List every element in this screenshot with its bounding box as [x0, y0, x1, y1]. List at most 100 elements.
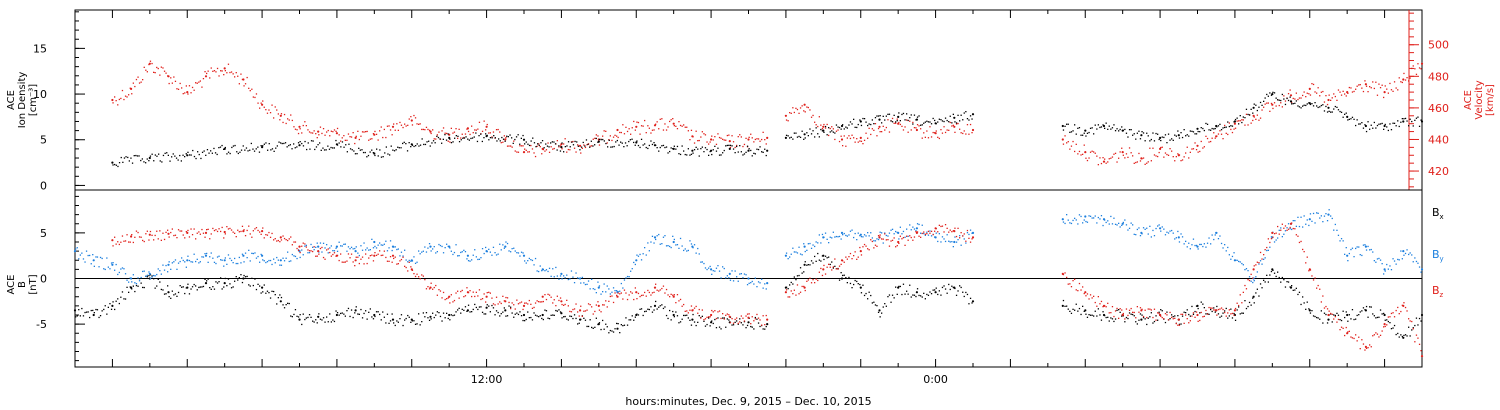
density-dot: [959, 120, 961, 122]
field-Bx-dot: [414, 323, 417, 325]
field-Bx-dot: [282, 304, 284, 306]
density-dot: [143, 161, 145, 163]
field-Bx-dot: [572, 317, 574, 320]
field-By-point: [522, 254, 526, 257]
field-Bz-dot: [619, 293, 621, 295]
field-Bz-dot: [450, 294, 452, 296]
field-Bx-dot: [1294, 289, 1296, 291]
velocity-dot: [279, 119, 281, 121]
field-By-dot: [712, 270, 714, 272]
field-Bz-dot: [404, 265, 406, 267]
field-Bz-dot: [474, 295, 476, 298]
field-Bx-dot: [1111, 318, 1114, 320]
density-dot: [715, 150, 718, 152]
field-Bz-dot: [262, 227, 264, 229]
field-Bx-point: [111, 304, 114, 307]
density-dot: [413, 145, 415, 148]
field-Bx-dot: [335, 310, 337, 312]
density-dot: [857, 123, 859, 126]
density-dot: [720, 154, 722, 156]
density-dot: [454, 137, 456, 139]
velocity-dot: [895, 122, 897, 124]
velocity-dot: [365, 131, 367, 133]
field-Bx-dot: [1395, 333, 1397, 336]
velocity-dot: [1409, 77, 1411, 79]
field-By-dot: [124, 273, 127, 275]
velocity-dot: [525, 149, 527, 151]
density-dot: [349, 148, 352, 150]
velocity-dot: [1344, 93, 1346, 95]
density-dot: [156, 155, 158, 157]
field-Bx-dot: [274, 294, 276, 296]
field-Bx-dot: [895, 286, 897, 288]
field-Bz-dot: [1364, 349, 1366, 351]
field-Bz-dot: [393, 257, 395, 260]
field-Bz-point: [391, 254, 395, 257]
field-By-dot: [720, 277, 722, 279]
field-Bx-point: [504, 309, 507, 312]
field-Bz-dot: [1072, 280, 1074, 282]
field-Bz-dot: [1224, 311, 1226, 314]
field-Bz-dot: [379, 250, 381, 252]
density-dot: [214, 152, 217, 154]
field-Bz-dot: [531, 307, 534, 309]
field-Bz-dot: [820, 267, 822, 270]
density-dot: [564, 146, 566, 148]
density-dot: [658, 150, 660, 152]
density-dot: [1344, 113, 1346, 115]
field-Bz-dot: [1256, 261, 1258, 263]
field-Bx-dot: [1317, 317, 1319, 319]
field-Bz-dot: [1289, 226, 1291, 229]
density-dot: [676, 145, 679, 148]
density-dot: [732, 148, 735, 150]
density-dot: [333, 147, 335, 149]
field-Bx-dot: [787, 288, 789, 290]
field-Bz-dot: [327, 248, 329, 250]
field-By-dot: [1141, 233, 1143, 235]
velocity-dot: [854, 141, 856, 143]
velocity-dot: [274, 106, 276, 108]
velocity-dot: [452, 132, 454, 134]
field-Bx-dot: [404, 319, 406, 321]
field-Bz-dot: [948, 231, 950, 233]
velocity-dot: [259, 107, 261, 109]
field-Bx-dot: [1102, 311, 1104, 313]
field-Bz-dot: [271, 232, 273, 235]
field-Bx-point: [448, 313, 451, 317]
velocity-dot: [1208, 141, 1210, 143]
velocity-dot: [528, 151, 530, 153]
field-By-dot: [796, 252, 799, 254]
velocity-dot: [1390, 89, 1393, 91]
velocity-dot: [215, 71, 217, 73]
density-dot: [815, 127, 817, 129]
density-dot: [726, 144, 728, 147]
velocity-dot: [229, 71, 231, 74]
density-dot: [205, 154, 207, 156]
field-Bz-point: [317, 250, 320, 253]
velocity-dot: [968, 133, 970, 135]
field-Bz-dot: [408, 261, 410, 263]
density-dot: [364, 151, 366, 154]
field-Bx-dot: [676, 315, 679, 317]
velocity-dot: [1252, 119, 1254, 122]
field-By-dot: [318, 251, 320, 253]
density-dot: [1317, 106, 1319, 109]
field-Bz-dot: [1415, 334, 1418, 336]
density-dot: [288, 144, 290, 147]
field-Bz-dot: [273, 239, 275, 241]
velocity-dot: [436, 134, 438, 136]
density-dot: [258, 151, 261, 153]
field-By-dot: [820, 242, 822, 244]
velocity-dot: [394, 129, 396, 131]
density-dot: [563, 151, 565, 153]
field-Bz-dot: [871, 240, 873, 243]
field-By-dot: [379, 242, 381, 244]
velocity-dot: [793, 111, 795, 114]
density-dot: [740, 151, 742, 153]
velocity-dot: [1311, 83, 1313, 85]
velocity-dot: [1305, 96, 1307, 98]
density-dot: [1255, 104, 1257, 106]
density-dot: [1263, 100, 1265, 102]
field-By-dot: [137, 277, 139, 279]
field-By-dot: [1287, 223, 1290, 225]
